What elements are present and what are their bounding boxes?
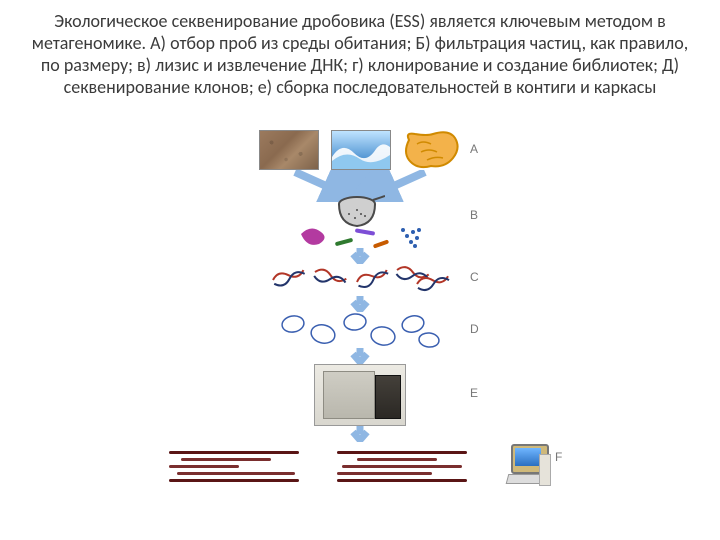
- seq-block-left: [169, 451, 299, 483]
- sample-soil: [259, 130, 319, 170]
- arrow-e-f: [350, 426, 370, 442]
- dna-fragments: [265, 262, 455, 296]
- row-c-dna: [0, 262, 720, 296]
- row-d-plasmids: [0, 312, 720, 350]
- row-e-sequencer: [0, 364, 720, 426]
- label-e: E: [470, 386, 478, 400]
- label-d: D: [470, 322, 479, 336]
- plasmid-circles: [275, 312, 445, 350]
- arrow-c-d: [350, 296, 370, 312]
- sample-gut: [403, 130, 461, 170]
- label-c: C: [470, 270, 479, 284]
- arrow-d-e: [350, 348, 370, 364]
- sample-ocean: [331, 130, 391, 170]
- row-f-assembly: [0, 444, 720, 490]
- row-a-samples: [0, 130, 720, 170]
- seq-block-right: [337, 451, 467, 483]
- sequencer-photo: [314, 364, 406, 426]
- caption-text: Экологическое секвенирование дробовика (…: [30, 10, 690, 98]
- label-a: A: [470, 142, 478, 156]
- ess-diagram: A B: [0, 130, 720, 530]
- computer-icon: [505, 444, 551, 490]
- label-b: B: [470, 208, 478, 222]
- label-f: F: [555, 450, 562, 464]
- page: Экологическое секвенирование дробовика (…: [0, 0, 720, 540]
